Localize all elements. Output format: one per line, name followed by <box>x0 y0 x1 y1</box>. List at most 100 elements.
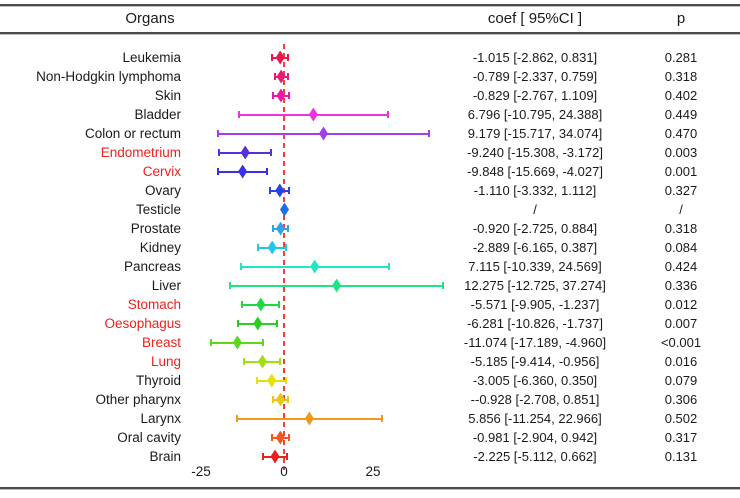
ci-cap-lower <box>271 225 274 232</box>
ci-cap-lower <box>239 263 242 270</box>
point-estimate-diamond <box>270 449 280 464</box>
coef-ci-value: 7.115 [-10.339, 24.569] <box>468 259 602 274</box>
p-value: 0.318 <box>664 69 698 84</box>
x-tick-neg25: -25 <box>191 464 211 479</box>
coef-ci-value: -9.240 [-15.308, -3.172] <box>467 145 603 160</box>
p-value: 0.317 <box>664 430 698 445</box>
forest-row: Ovary -1.110 [-3.332, 1.112] 0.327 <box>0 181 740 200</box>
ci-cap-upper <box>441 282 444 289</box>
ci-cap-upper <box>276 320 279 327</box>
p-value: 0.449 <box>664 107 698 122</box>
coef-ci-value: -5.571 [-9.905, -1.237] <box>470 297 600 312</box>
p-value: 0.327 <box>664 183 698 198</box>
ci-cap-lower <box>210 339 213 346</box>
ci-cap-lower <box>271 54 274 61</box>
coef-ci-value: -1.110 [-3.332, 1.112] <box>473 183 597 198</box>
p-value: <0.001 <box>660 335 702 350</box>
point-estimate-diamond <box>240 145 250 160</box>
p-value: 0.502 <box>664 411 698 426</box>
ci-cap-lower <box>229 282 232 289</box>
ci-cap-upper <box>387 111 390 118</box>
ci-cap-lower <box>237 320 240 327</box>
ci-cap-lower <box>273 73 276 80</box>
organ-label: Stomach <box>127 297 181 312</box>
forest-row: Skin -0.829 [-2.767, 1.109] 0.402 <box>0 86 740 105</box>
point-estimate-diamond <box>308 107 318 122</box>
coef-ci-value: -0.829 [-2.767, 1.109] <box>472 88 598 103</box>
ci-cap-lower <box>235 415 238 422</box>
forest-row: Colon or rectum 9.179 [-15.717, 34.074] 0.… <box>0 124 740 143</box>
forest-row: Endometrium -9.240 [-15.308, -3.172] 0.003 <box>0 143 740 162</box>
point-estimate-diamond <box>267 373 277 388</box>
coef-ci-value: / <box>533 202 537 217</box>
ci-cap-upper <box>285 244 288 251</box>
organ-label: Thyroid <box>135 373 181 388</box>
p-value: 0.001 <box>664 164 698 179</box>
point-estimate-diamond <box>257 354 267 369</box>
organ-label: Pancreas <box>123 259 181 274</box>
point-estimate-diamond <box>275 183 285 198</box>
forest-row: Non-Hodgkin lymphoma -0.789 [-2.337, 0.75… <box>0 67 740 86</box>
ci-cap-lower <box>243 358 246 365</box>
top-rule <box>0 4 740 7</box>
x-tick-0: 0 <box>280 464 288 479</box>
ci-cap-lower <box>218 149 221 156</box>
p-value: 0.016 <box>664 354 698 369</box>
point-estimate-diamond <box>276 221 286 236</box>
organ-label: Endometrium <box>100 145 181 160</box>
organ-label: Larynx <box>140 411 181 426</box>
p-value: 0.084 <box>664 240 698 255</box>
column-header-coef: coef [ 95%CI ] <box>487 10 583 27</box>
header-rule <box>0 32 740 35</box>
x-tick-25: 25 <box>365 464 381 479</box>
organ-label: Oral cavity <box>117 430 181 445</box>
point-estimate-diamond <box>310 259 320 274</box>
point-estimate-diamond <box>253 316 263 331</box>
column-header-p: p <box>676 10 686 27</box>
ci-cap-upper <box>266 168 269 175</box>
forest-row: Oesophagus -6.281 [-10.826, -1.737] 0.007 <box>0 314 740 333</box>
coef-ci-value: -9.848 [-15.669, -4.027] <box>467 164 603 179</box>
point-estimate-diamond <box>304 411 314 426</box>
point-estimate-diamond <box>256 297 266 312</box>
forest-row: Kidney -2.889 [-6.165, 0.387] 0.084 <box>0 238 740 257</box>
ci-cap-lower <box>269 187 272 194</box>
point-estimate-diamond <box>276 392 286 407</box>
forest-row: Lung -5.185 [-9.414, -0.956] 0.016 <box>0 352 740 371</box>
coef-ci-value: -1.015 [-2.862, 0.831] <box>472 50 598 65</box>
organ-label: Lung <box>150 354 181 369</box>
organ-label: Leukemia <box>122 50 181 65</box>
ci-cap-upper <box>262 339 265 346</box>
point-estimate-diamond <box>267 240 277 255</box>
organ-label: Bladder <box>134 107 181 122</box>
ci-cap-upper <box>428 130 431 137</box>
organ-label: Cervix <box>142 164 181 179</box>
ci-cap-upper <box>270 149 273 156</box>
coef-ci-value: 5.856 [-11.254, 22.966] <box>468 411 602 426</box>
column-header-organs: Organs <box>125 10 175 27</box>
forest-row: Other pharynx --0.928 [-2.708, 0.851] 0.30… <box>0 390 740 409</box>
coef-ci-value: -6.281 [-10.826, -1.737] <box>467 316 603 331</box>
coef-ci-value: 12.275 [-12.725, 37.274] <box>464 278 606 293</box>
p-value: 0.131 <box>664 449 698 464</box>
ci-cap-upper <box>287 434 290 441</box>
coef-ci-value: 6.796 [-10.795, 24.388] <box>467 107 603 122</box>
p-value: 0.007 <box>664 316 698 331</box>
point-estimate-diamond <box>238 164 248 179</box>
ci-cap-upper <box>287 396 290 403</box>
p-value: 0.079 <box>664 373 698 388</box>
ci-cap-upper <box>387 263 390 270</box>
p-value: 0.318 <box>664 221 698 236</box>
ci-cap-upper <box>286 453 289 460</box>
ci-cap-upper <box>288 187 291 194</box>
ci-cap-lower <box>261 453 264 460</box>
forest-row: Cervix -9.848 [-15.669, -4.027] 0.001 <box>0 162 740 181</box>
organ-label: Liver <box>151 278 181 293</box>
forest-row: Oral cavity -0.981 [-2.904, 0.942] 0.317 <box>0 428 740 447</box>
point-estimate-diamond <box>275 50 285 65</box>
organ-label: Kidney <box>139 240 181 255</box>
p-value: 0.470 <box>664 126 698 141</box>
forest-row: Brain -2.225 [-5.112, 0.662] 0.131 <box>0 447 740 466</box>
ci-cap-lower <box>271 92 274 99</box>
